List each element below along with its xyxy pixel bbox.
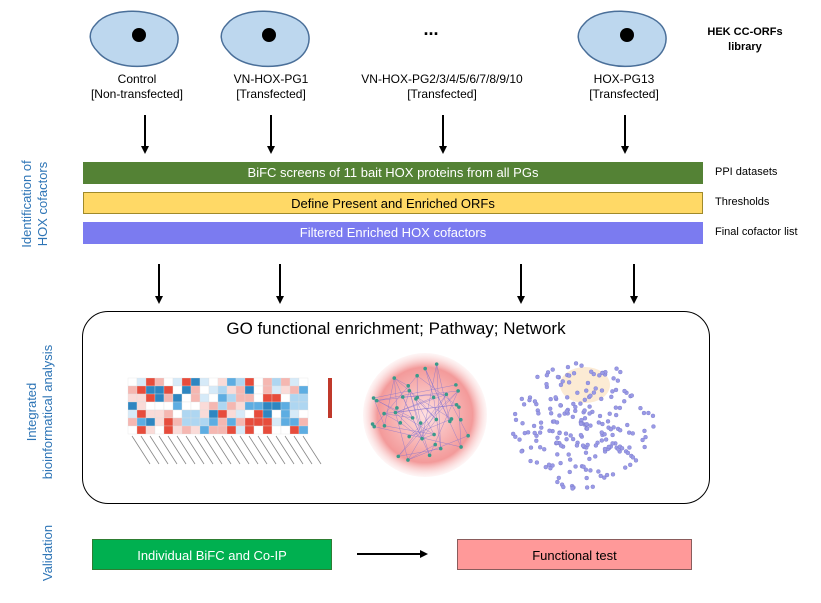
cell-label-line2: [Transfected] [211, 87, 331, 102]
library-label: HEK CC-ORFs library [700, 25, 790, 55]
section-label-line2: HOX cofactors [35, 134, 51, 274]
bifc-screens-bar: BiFC screens of 11 bait HOX proteins fro… [83, 162, 703, 184]
cell-label-line1: VN-HOX-PG2/3/4/5/6/7/8/9/10 [347, 72, 537, 87]
cell-icon-pg13 [578, 11, 666, 66]
library-label-line2: library [700, 40, 790, 55]
cell-icon-control [90, 11, 178, 66]
individual-bifc-coip-box: Individual BiFC and Co-IP [92, 539, 332, 570]
library-label-line1: HEK CC-ORFs [700, 25, 790, 40]
side-label-thresholds: Thresholds [715, 196, 769, 208]
section-label-line1: Integrated [24, 332, 40, 492]
section-label-validation: Validation [40, 503, 56, 603]
filtered-cofactors-bar: Filtered Enriched HOX cofactors [83, 222, 703, 244]
section-label-line1: Identification of [19, 134, 35, 274]
cell-label-pg1: VN-HOX-PG1 [Transfected] [211, 72, 331, 102]
cell-label-line2: [Transfected] [564, 87, 684, 102]
cell-label-pg13: HOX-PG13 [Transfected] [564, 72, 684, 102]
section-label-identification: Identification of HOX cofactors [19, 134, 51, 274]
functional-test-box: Functional test [457, 539, 692, 570]
cell-icon-pg1 [221, 11, 309, 66]
analysis-title: GO functional enrichment; Pathway; Netwo… [82, 318, 710, 340]
section-label-line2: bioinformatical analysis [40, 332, 56, 492]
cell-label-line1: HOX-PG13 [564, 72, 684, 87]
cell-label-line2: [Non-transfected] [77, 87, 197, 102]
thresholds-bar: Define Present and Enriched ORFs [83, 192, 703, 214]
cell-label-control: Control [Non-transfected] [77, 72, 197, 102]
ellipsis-marker: ... [413, 18, 449, 40]
cell-label-line1: Control [77, 72, 197, 87]
section-label-integrated: Integrated bioinformatical analysis [24, 332, 56, 492]
side-label-ppi: PPI datasets [715, 166, 777, 178]
cell-label-pg2-10: VN-HOX-PG2/3/4/5/6/7/8/9/10 [Transfected… [347, 72, 537, 102]
cell-label-line2: [Transfected] [347, 87, 537, 102]
cell-label-line1: VN-HOX-PG1 [211, 72, 331, 87]
side-label-final: Final cofactor list [715, 226, 798, 238]
